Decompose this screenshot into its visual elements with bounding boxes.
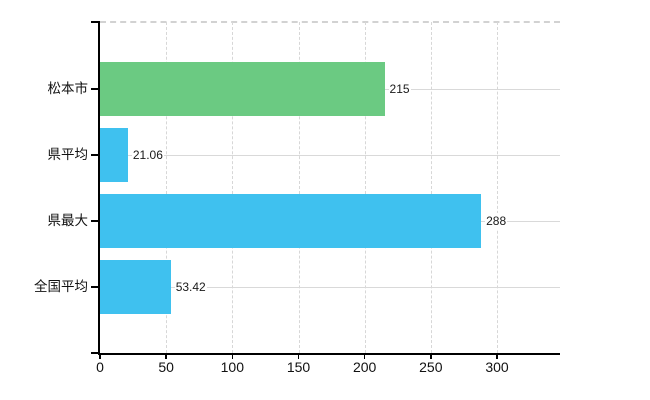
gridline-x-100 — [232, 22, 234, 353]
y-tick-mark-1 — [91, 154, 100, 156]
gridline-x-150 — [298, 22, 300, 353]
x-tick-label-0: 0 — [96, 359, 104, 375]
y-tick-mark-0 — [91, 88, 100, 90]
bar-松本市 — [100, 62, 385, 116]
bar-県最大 — [100, 194, 482, 248]
y-tick-mark-3 — [91, 286, 100, 288]
gridline-x-200 — [364, 22, 366, 353]
x-tick-mark-200 — [363, 353, 366, 359]
x-tick-label-150: 150 — [286, 359, 311, 375]
bar-value-label: 215 — [388, 81, 411, 97]
bar-value-label: 21.06 — [131, 147, 164, 163]
x-tick-label-250: 250 — [419, 359, 443, 375]
category-label-松本市: 松本市 — [47, 81, 89, 96]
x-axis-line — [98, 353, 560, 355]
gridline-x-250 — [430, 22, 432, 353]
x-tick-mark-300 — [496, 353, 498, 359]
gridline-x-50 — [166, 22, 168, 353]
gridline-y-1 — [100, 154, 560, 156]
y-axis-bottom-tick — [91, 352, 100, 354]
x-tick-label-300: 300 — [485, 359, 509, 375]
gridline-y-3 — [100, 286, 560, 288]
category-labels: 松本市県平均県最大全国平均 — [0, 22, 89, 353]
y-axis-top-tick — [91, 21, 100, 23]
x-tick-label-200: 200 — [352, 359, 377, 375]
y-tick-mark-2 — [91, 220, 100, 222]
x-tick-label-100: 100 — [220, 359, 244, 375]
bar-全国平均 — [100, 260, 171, 314]
x-tick-mark-50 — [165, 353, 167, 359]
plot-area: 215 21.06 288 53.42 — [91, 21, 560, 359]
x-tick-mark-150 — [297, 353, 300, 359]
bar-value-label: 288 — [485, 213, 508, 229]
y-axis-line — [98, 22, 100, 355]
x-tick-mark-100 — [231, 353, 234, 359]
plot-top-border — [100, 21, 560, 23]
bar-value-label: 53.42 — [174, 279, 207, 295]
bar-県平均 — [100, 128, 128, 182]
category-label-県最大: 県最大 — [47, 213, 89, 228]
category-label-全国平均: 全国平均 — [34, 279, 88, 294]
category-label-県平均: 県平均 — [47, 147, 89, 162]
gridline-x-300 — [497, 22, 498, 353]
x-tick-mark-250 — [430, 353, 432, 359]
x-tick-mark-0 — [99, 353, 101, 359]
x-tick-label-50: 50 — [158, 359, 174, 375]
x-tick-labels: 0 50 100 150 200 250 300 — [96, 358, 570, 378]
